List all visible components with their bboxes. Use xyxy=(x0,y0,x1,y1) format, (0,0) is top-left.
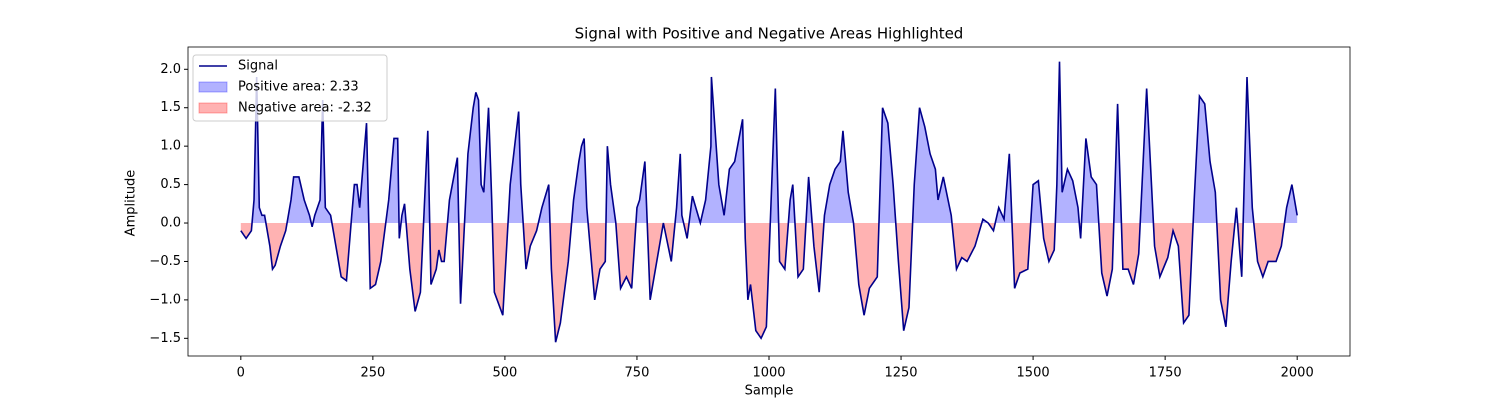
x-tick-label: 2000 xyxy=(1281,366,1314,381)
signal-line xyxy=(240,61,1298,343)
legend-label: Positive area: 2.33 xyxy=(238,80,359,95)
x-tick-label: 750 xyxy=(625,366,650,381)
y-tick-label: 1.5 xyxy=(160,100,181,115)
plot-frame xyxy=(187,46,1351,357)
chart-title: Signal with Positive and Negative Areas … xyxy=(575,25,964,43)
y-axis-label: Amplitude xyxy=(124,170,139,237)
x-tick-label: 1250 xyxy=(884,366,917,381)
y-tick-label: −0.5 xyxy=(149,254,181,269)
y-tick-label: 0.0 xyxy=(160,216,181,231)
y-tick-label: −1.5 xyxy=(149,331,181,346)
x-tick-label: 1750 xyxy=(1149,366,1182,381)
x-tick-label: 250 xyxy=(360,366,385,381)
y-tick-label: 1.0 xyxy=(160,139,181,154)
legend-label: Negative area: -2.32 xyxy=(238,101,372,116)
y-tick-label: −1.0 xyxy=(149,292,181,307)
x-tick-label: 0 xyxy=(237,366,245,381)
y-tick-label: 2.0 xyxy=(160,62,181,77)
x-tick-label: 500 xyxy=(492,366,517,381)
x-tick-label: 1500 xyxy=(1017,366,1050,381)
x-tick-label: 1000 xyxy=(752,366,785,381)
legend-label: Signal xyxy=(238,59,278,74)
y-tick-label: 0.5 xyxy=(160,177,181,192)
x-axis-label: Sample xyxy=(745,384,794,399)
legend-swatch xyxy=(198,81,228,93)
area-fill xyxy=(240,223,1298,343)
legend-box xyxy=(192,54,388,122)
legend-swatch xyxy=(198,102,228,114)
